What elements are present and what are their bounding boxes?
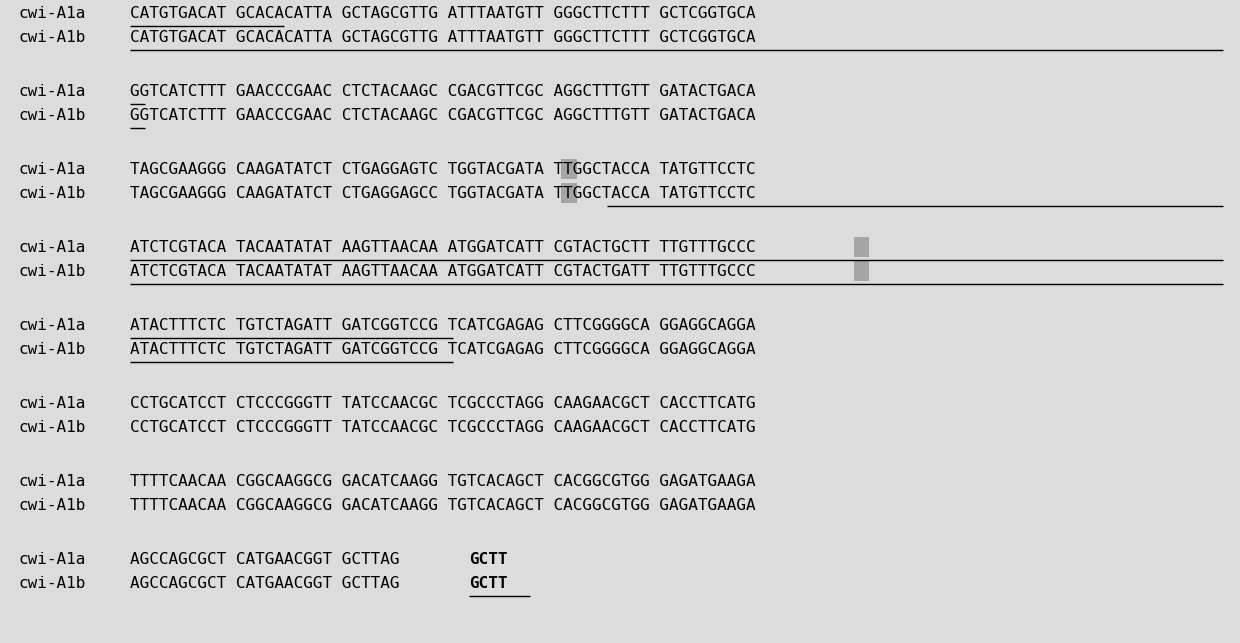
Text: GGTCATCTTT GAACCCGAAC CTCTACAAGC CGACGTTCGC AGGCTTTGTT GATACTGACA: GGTCATCTTT GAACCCGAAC CTCTACAAGC CGACGTT… — [130, 107, 755, 123]
Text: cwi-A1a: cwi-A1a — [19, 473, 86, 489]
Text: cwi-A1a: cwi-A1a — [19, 84, 86, 98]
Text: TAGCGAAGGG CAAGATATCT CTGAGGAGCC TGGTACGATA TTGGCTACCA TATGTTCCTC: TAGCGAAGGG CAAGATATCT CTGAGGAGCC TGGTACG… — [130, 185, 755, 201]
Text: cwi-A1b: cwi-A1b — [19, 264, 86, 278]
Text: GCTT: GCTT — [469, 552, 507, 566]
Text: cwi-A1a: cwi-A1a — [19, 6, 86, 21]
Text: cwi-A1b: cwi-A1b — [19, 575, 86, 590]
Text: ATACTTTCTC TGTCTAGATT GATCGGTCCG TCATCGAGAG CTTCGGGGCA GGAGGCAGGA: ATACTTTCTC TGTCTAGATT GATCGGTCCG TCATCGA… — [130, 341, 755, 356]
Text: cwi-A1b: cwi-A1b — [19, 419, 86, 435]
Bar — [854, 261, 869, 281]
Text: CCTGCATCCT CTCCCGGGTT TATCCAACGC TCGCCCTAGG CAAGAACGCT CACCTTCATG: CCTGCATCCT CTCCCGGGTT TATCCAACGC TCGCCCT… — [130, 395, 755, 410]
Text: CATGTGACAT GCACACATTA GCTAGCGTTG ATTTAATGTT GGGCTTCTTT GCTCGGTGCA: CATGTGACAT GCACACATTA GCTAGCGTTG ATTTAAT… — [130, 30, 755, 44]
Text: cwi-A1b: cwi-A1b — [19, 498, 86, 512]
Text: cwi-A1a: cwi-A1a — [19, 161, 86, 176]
Text: cwi-A1b: cwi-A1b — [19, 341, 86, 356]
Text: AGCCAGCGCT CATGAACGGT GCTTAG: AGCCAGCGCT CATGAACGGT GCTTAG — [130, 552, 399, 566]
Bar — [854, 237, 869, 257]
Text: cwi-A1b: cwi-A1b — [19, 30, 86, 44]
Text: TTTTCAACAA CGGCAAGGCG GACATCAAGG TGTCACAGCT CACGGCGTGG GAGATGAAGA: TTTTCAACAA CGGCAAGGCG GACATCAAGG TGTCACA… — [130, 498, 755, 512]
Text: CATGTGACAT GCACACATTA GCTAGCGTTG ATTTAATGTT GGGCTTCTTT GCTCGGTGCA: CATGTGACAT GCACACATTA GCTAGCGTTG ATTTAAT… — [130, 6, 755, 21]
Text: TAGCGAAGGG CAAGATATCT CTGAGGAGTC TGGTACGATA TTGGCTACCA TATGTTCCTC: TAGCGAAGGG CAAGATATCT CTGAGGAGTC TGGTACG… — [130, 161, 755, 176]
Text: cwi-A1a: cwi-A1a — [19, 552, 86, 566]
Text: cwi-A1a: cwi-A1a — [19, 395, 86, 410]
Text: cwi-A1b: cwi-A1b — [19, 107, 86, 123]
Text: AGCCAGCGCT CATGAACGGT GCTTAG: AGCCAGCGCT CATGAACGGT GCTTAG — [130, 575, 399, 590]
Text: cwi-A1b: cwi-A1b — [19, 185, 86, 201]
Bar — [562, 159, 577, 179]
Text: cwi-A1a: cwi-A1a — [19, 318, 86, 332]
Text: GCTT: GCTT — [469, 575, 507, 590]
Text: cwi-A1a: cwi-A1a — [19, 239, 86, 255]
Text: GGTCATCTTT GAACCCGAAC CTCTACAAGC CGACGTTCGC AGGCTTTGTT GATACTGACA: GGTCATCTTT GAACCCGAAC CTCTACAAGC CGACGTT… — [130, 84, 755, 98]
Bar — [562, 183, 577, 203]
Text: CCTGCATCCT CTCCCGGGTT TATCCAACGC TCGCCCTAGG CAAGAACGCT CACCTTCATG: CCTGCATCCT CTCCCGGGTT TATCCAACGC TCGCCCT… — [130, 419, 755, 435]
Text: ATCTCGTACA TACAATATAT AAGTTAACAA ATGGATCATT CGTACTGCTT TTGTTTGCCC: ATCTCGTACA TACAATATAT AAGTTAACAA ATGGATC… — [130, 239, 755, 255]
Text: ATACTTTCTC TGTCTAGATT GATCGGTCCG TCATCGAGAG CTTCGGGGCA GGAGGCAGGA: ATACTTTCTC TGTCTAGATT GATCGGTCCG TCATCGA… — [130, 318, 755, 332]
Text: ATCTCGTACA TACAATATAT AAGTTAACAA ATGGATCATT CGTACTGATT TTGTTTGCCC: ATCTCGTACA TACAATATAT AAGTTAACAA ATGGATC… — [130, 264, 755, 278]
Text: TTTTCAACAA CGGCAAGGCG GACATCAAGG TGTCACAGCT CACGGCGTGG GAGATGAAGA: TTTTCAACAA CGGCAAGGCG GACATCAAGG TGTCACA… — [130, 473, 755, 489]
